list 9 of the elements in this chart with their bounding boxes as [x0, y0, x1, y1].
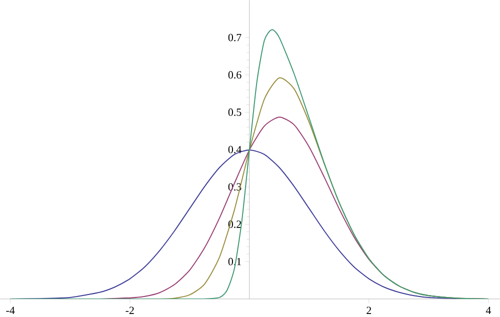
y-tick-label: 0.5 [228, 108, 242, 116]
x-tick-label: 4 [486, 306, 492, 314]
x-tick-label: 2 [366, 306, 372, 314]
y-tick-label: 0.6 [228, 71, 242, 78]
line-series [10, 29, 489, 299]
x-tick-label: -4 [6, 306, 15, 314]
y-tick-label: 0.7 [228, 34, 242, 42]
y-tick-label: 0.4 [228, 146, 242, 154]
x-tick-label: -2 [126, 306, 134, 314]
